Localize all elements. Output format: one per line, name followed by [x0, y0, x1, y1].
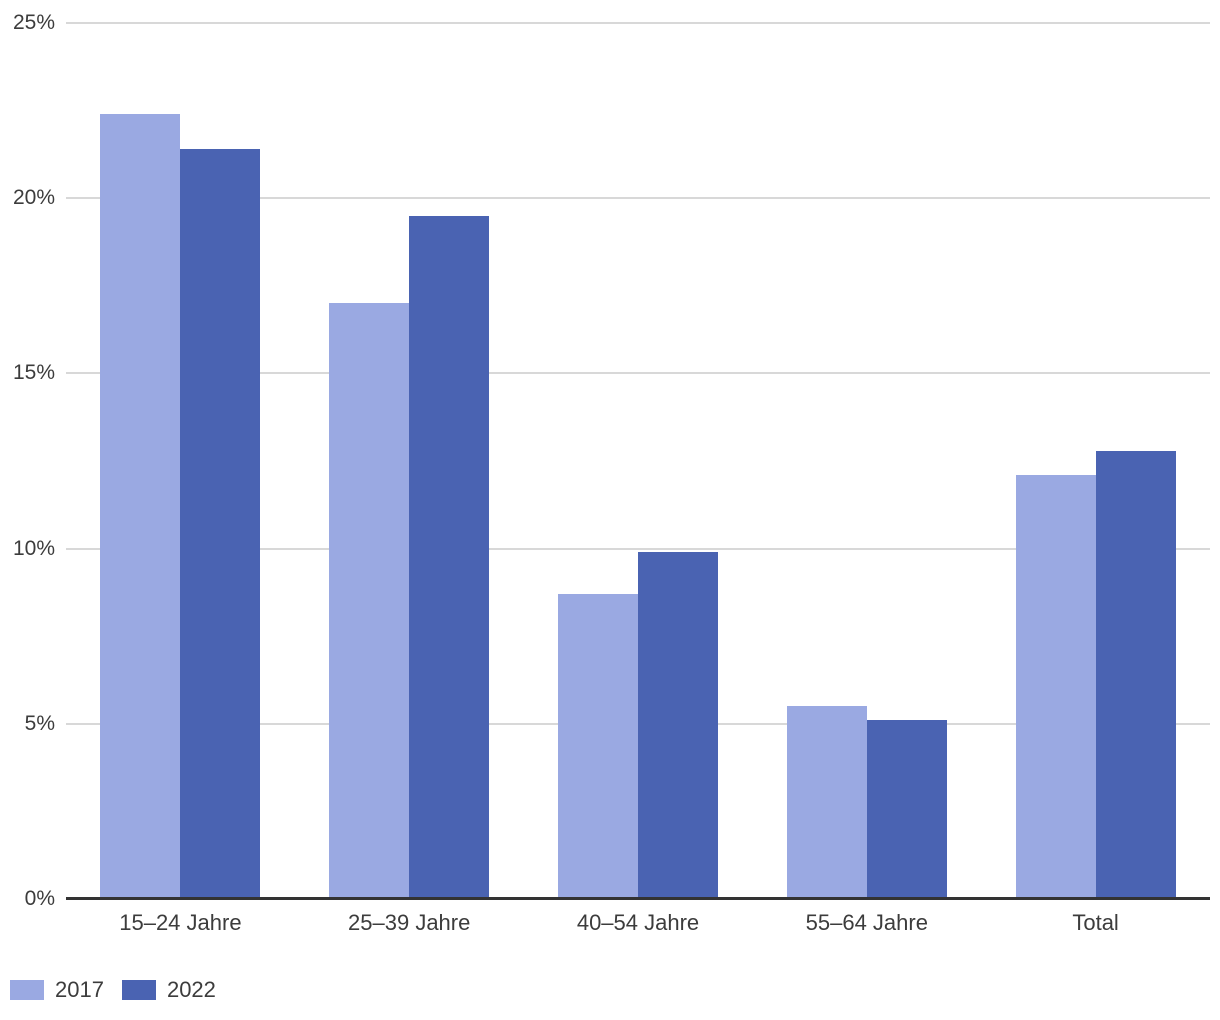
bar-2017	[557, 594, 638, 899]
bar-group	[752, 23, 981, 899]
gridline	[66, 22, 1210, 24]
x-tick-label: 15–24 Jahre	[119, 910, 242, 935]
x-axis-line	[66, 897, 1210, 900]
x-axis-labels: 15–24 Jahre 25–39 Jahre 40–54 Jahre 55–64 J…	[66, 908, 1210, 938]
legend-swatch-2017	[10, 980, 44, 1000]
gridline	[66, 372, 1210, 375]
x-tick-label: 55–64 Jahre	[805, 910, 928, 935]
gridline	[66, 547, 1210, 550]
x-tick-label: 25–39 Jahre	[348, 910, 471, 935]
bar-2022	[637, 552, 718, 899]
y-tick-label: 20%	[12, 186, 55, 210]
x-tick-label: Total	[1072, 910, 1119, 935]
bar-group	[66, 23, 295, 899]
legend-label: 2022	[166, 977, 216, 1002]
legend-label: 2017	[55, 977, 104, 1002]
gridline	[66, 197, 1210, 200]
bar-2022	[866, 720, 947, 899]
y-tick-label: 15%	[12, 361, 55, 385]
bar-group	[295, 23, 524, 899]
legend-item-2017: 2017	[10, 979, 104, 1001]
bar-2017	[100, 114, 181, 899]
y-tick-label: 10%	[12, 536, 55, 560]
y-tick-label: 5%	[24, 711, 55, 735]
y-tick-label: 0%	[24, 887, 55, 910]
y-tick-label: 25%	[12, 11, 55, 34]
bar-2022	[180, 149, 261, 899]
bar-groups	[66, 23, 1210, 899]
bar-group	[524, 23, 753, 899]
bar-2022	[409, 215, 490, 899]
legend-swatch-2022	[121, 980, 156, 1000]
bar-2017	[786, 706, 867, 899]
bar-2017	[1015, 475, 1096, 899]
plot-area	[66, 22, 1210, 900]
legend: 2017 2022	[10, 979, 216, 1001]
bar-2017	[329, 303, 410, 899]
bar-group	[981, 23, 1210, 899]
y-axis-labels: 0% 5% 10% 15% 20% 25%	[0, 12, 55, 910]
legend-item-2022: 2022	[121, 977, 216, 1002]
bar-2022	[1095, 450, 1176, 899]
x-tick-label: 40–54 Jahre	[576, 910, 700, 935]
